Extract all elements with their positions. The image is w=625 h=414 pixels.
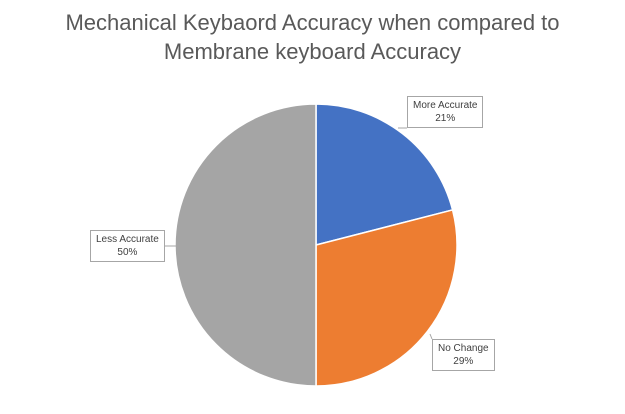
pie-slice-more-accurate <box>315 103 454 246</box>
pie-slice-less-accurate <box>174 103 317 387</box>
chart-title: Mechanical Keybaord Accuracy when compar… <box>0 8 625 66</box>
data-label-value: 21% <box>435 113 456 124</box>
chart-title-line-1: Mechanical Keybaord Accuracy when compar… <box>65 10 560 35</box>
leader-line-no-change <box>429 333 433 340</box>
data-label-less-accurate: Less Accurate 50% <box>90 230 165 262</box>
data-label-category: More Accurate <box>413 100 478 111</box>
data-label-value: 50% <box>117 247 138 258</box>
data-label-no-change: No Change 29% <box>432 339 495 371</box>
data-label-more-accurate: More Accurate 21% <box>407 96 484 128</box>
data-label-value: 29% <box>453 356 474 367</box>
chart-title-line-2: Membrane keyboard Accuracy <box>163 39 462 64</box>
data-label-category: No Change <box>438 343 489 354</box>
data-label-category: Less Accurate <box>96 234 159 245</box>
pie-slice-no-change <box>315 209 458 387</box>
